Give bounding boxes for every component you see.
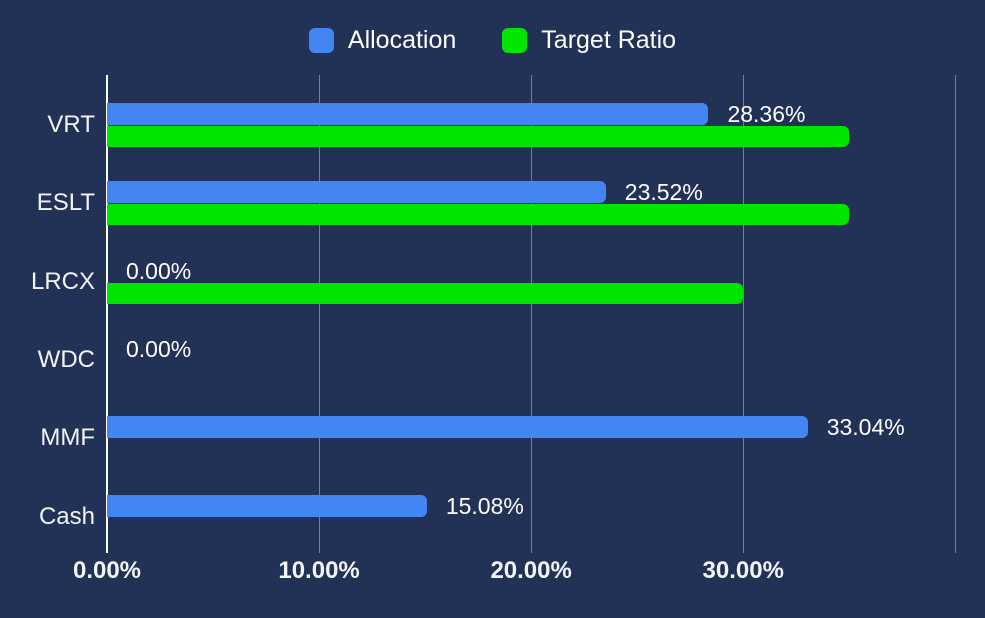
gridline-40 [955, 75, 957, 553]
bar-target-ratio-lrcx [107, 282, 744, 304]
chart-legend: Allocation Target Ratio [0, 26, 985, 54]
legend-swatch-target-ratio-icon [502, 27, 528, 53]
value-label-allocation-mmf: 33.04% [826, 414, 905, 441]
bar-allocation-mmf [107, 416, 808, 439]
bar-target-ratio-eslt [107, 204, 850, 226]
bar-target-ratio-vrt [107, 126, 850, 147]
category-label-lrcx: LRCX [30, 267, 95, 295]
category-label-vrt: VRT [47, 111, 95, 138]
legend-item-allocation[interactable]: Allocation [308, 26, 457, 54]
x-tick-label-10: 10.00% [278, 557, 360, 584]
value-label-allocation-lrcx: 0.00% [126, 257, 192, 284]
bar-allocation-vrt [107, 103, 709, 125]
gridline-10 [319, 75, 321, 553]
gridline-30 [743, 75, 745, 553]
bar-allocation-eslt [107, 181, 606, 204]
x-tick-label-0: 0.00% [72, 557, 142, 584]
value-label-allocation-eslt: 23.52% [624, 179, 703, 206]
category-label-mmf: MMF [40, 424, 95, 452]
category-label-wdc: WDC [37, 346, 95, 373]
zero-axis-line [106, 75, 108, 553]
legend-item-target-ratio[interactable]: Target Ratio [502, 26, 676, 54]
plot-area: 28.36% 23.52% 0.00% 0.00% 33.04% 15.08% [106, 75, 985, 553]
x-tick-label-30: 30.00% [702, 557, 784, 584]
value-label-allocation-cash: 15.08% [445, 492, 524, 519]
legend-swatch-allocation-icon [308, 27, 334, 53]
category-label-eslt: ESLT [36, 189, 95, 217]
legend-label-target-ratio: Target Ratio [541, 26, 677, 54]
x-tick-label-20: 20.00% [490, 557, 572, 584]
value-label-allocation-vrt: 28.36% [727, 101, 806, 127]
bar-allocation-cash [107, 494, 427, 517]
gridline-20 [531, 75, 533, 553]
value-label-allocation-wdc: 0.00% [126, 336, 192, 362]
category-label-cash: Cash [38, 502, 95, 530]
legend-label-allocation: Allocation [347, 26, 457, 54]
